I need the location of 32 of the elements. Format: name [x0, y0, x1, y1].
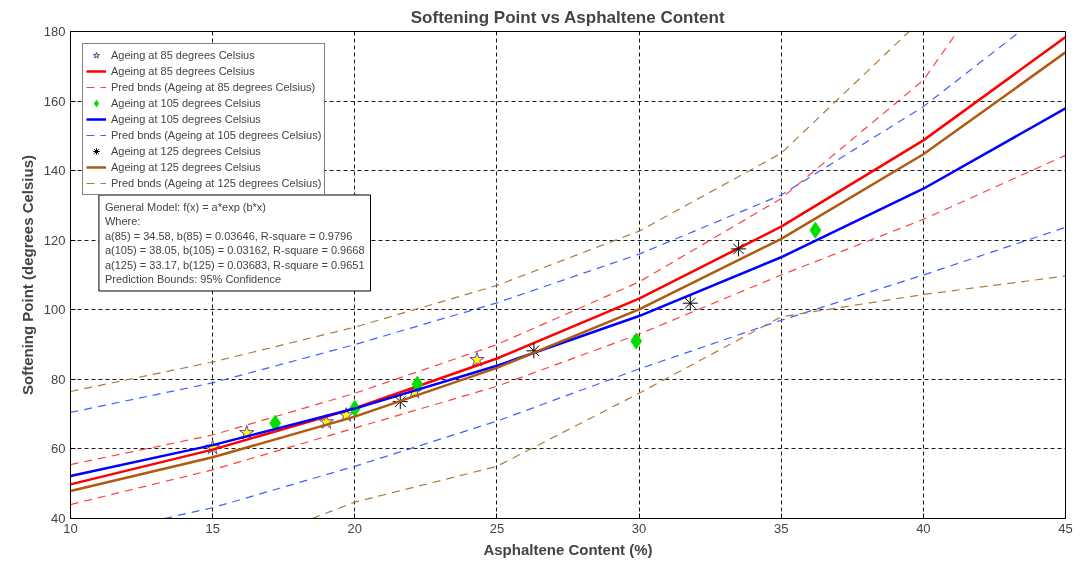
- legend-label: Ageing at 125 degrees Celsius: [111, 145, 261, 157]
- legend-label: Ageing at 85 degrees Celsius: [111, 65, 255, 77]
- legend-label: Pred bnds (Ageing at 85 degrees Celsius): [111, 81, 316, 93]
- x-tick-label: 40: [916, 520, 931, 536]
- annotation: Prediction Bounds: 95% Confidence: [104, 272, 282, 285]
- x-tick-label: 45: [1058, 520, 1073, 536]
- annotation: a(85) = 34.58, b(85) = 0.03646, R-square = 0.9796: [104, 229, 353, 242]
- x-axis-title: Asphaltene Content (%): [483, 540, 653, 558]
- y-tick-label: 120: [43, 232, 66, 248]
- x-tick-label: 15: [205, 520, 220, 536]
- y-tick-label: 160: [43, 93, 66, 109]
- x-tick-label: 20: [347, 520, 363, 536]
- y-tick-label: 80: [51, 371, 66, 387]
- x-tick-label: 35: [773, 520, 789, 536]
- x-tick-label: 25: [489, 520, 505, 536]
- x-tick-label: 30: [631, 520, 647, 536]
- annotation: a(105) = 38.05, b(105) = 0.03162, R-square = 0.9668: [104, 244, 365, 257]
- annotation: a(125) = 33.17, b(125) = 0.03683, R-square = 0.9651: [104, 258, 365, 271]
- y-tick-label: 140: [43, 163, 66, 179]
- legend-label: Ageing at 105 degrees Celsius: [111, 113, 261, 125]
- y-tick-label: 180: [43, 24, 66, 39]
- annotation: Where:: [104, 215, 141, 228]
- annotation: General Model: f(x) = a*exp (b*x): [104, 200, 267, 213]
- chart-title: Softening Point vs Asphaltene Content: [410, 7, 725, 27]
- legend-label: Ageing at 125 degrees Celsius: [111, 161, 261, 173]
- y-tick-label: 60: [51, 441, 66, 457]
- legend-label: Ageing at 85 degrees Celsius: [111, 49, 255, 61]
- y-tick-label: 100: [43, 302, 66, 318]
- legend-label: Ageing at 105 degrees Celsius: [111, 97, 261, 109]
- legend-label: Pred bnds (Ageing at 125 degrees Celsius): [111, 177, 322, 189]
- legend-label: Pred bnds (Ageing at 105 degrees Celsius): [111, 129, 322, 141]
- y-axis-title: Softening Point (degrees Celsius): [18, 154, 36, 396]
